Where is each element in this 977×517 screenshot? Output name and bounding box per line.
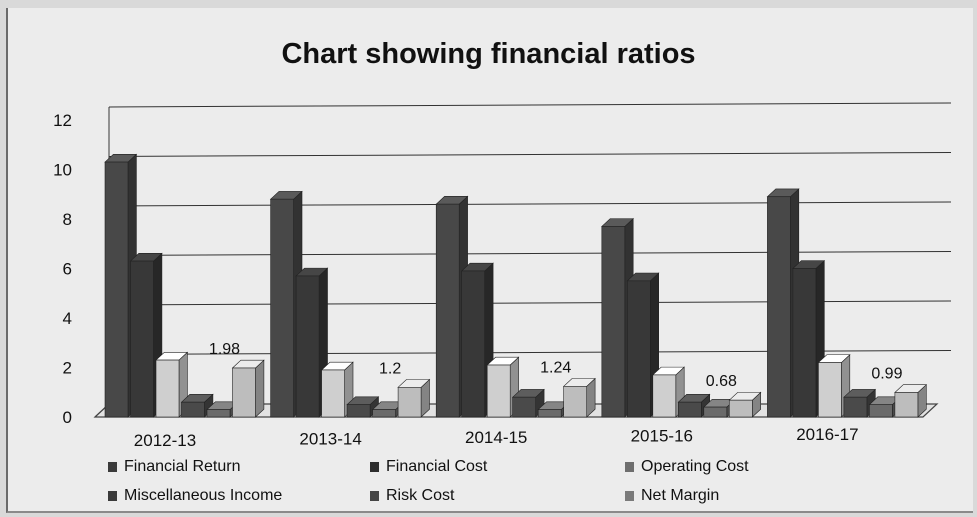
bar [703, 406, 728, 418]
bar [181, 401, 205, 418]
bar [461, 270, 486, 418]
bar [486, 364, 511, 418]
bar [894, 392, 919, 418]
legend-item: Miscellaneous Income [108, 487, 282, 505]
bar [652, 374, 677, 418]
bar [818, 362, 842, 418]
bar [435, 203, 460, 418]
bar [372, 409, 396, 418]
y-tick-label: 2 [63, 359, 72, 378]
legend-swatch [625, 462, 634, 472]
legend-swatch [108, 491, 117, 501]
legend-item: Operating Cost [625, 458, 749, 476]
bar [626, 280, 651, 418]
bar [537, 409, 562, 418]
legend-label: Financial Cost [386, 458, 488, 475]
bar [155, 359, 180, 418]
bar [270, 198, 294, 418]
data-label: 1.98 [209, 341, 240, 358]
bar [206, 409, 231, 418]
data-label: 1.2 [379, 360, 401, 377]
legend-item: Financial Cost [370, 458, 487, 476]
data-label: 1.24 [540, 359, 571, 376]
legend-label: Operating Cost [641, 458, 749, 475]
x-tick-label: 2013-14 [299, 430, 361, 449]
legend-swatch [370, 491, 379, 501]
data-label: 0.68 [706, 373, 737, 390]
legend-label: Financial Return [124, 458, 241, 475]
bar [792, 268, 817, 418]
gridline [108, 201, 952, 207]
legend-label: Net Margin [641, 487, 720, 504]
bar [321, 369, 345, 418]
legend-item: Financial Return [108, 458, 241, 476]
legend-swatch [625, 491, 634, 501]
chart-title: Chart showing financial ratios [281, 38, 696, 70]
legend-swatch [370, 462, 379, 472]
gridline [108, 152, 952, 157]
legend-label: Risk Cost [386, 487, 455, 504]
x-tick-label: 2016-17 [796, 425, 858, 444]
y-tick-label: 4 [63, 309, 72, 328]
bar [601, 226, 626, 418]
bar [512, 396, 537, 418]
legend-item: Risk Cost [370, 487, 454, 505]
data-label: 0.99 [871, 365, 902, 382]
bar [869, 404, 893, 418]
bar-side [255, 359, 265, 418]
y-tick-label: 6 [63, 260, 72, 279]
gridline [108, 300, 952, 306]
bar [346, 404, 371, 418]
legend-swatch [108, 462, 117, 472]
bar [728, 399, 753, 418]
bar [843, 396, 868, 418]
x-tick-label: 2015-16 [631, 427, 693, 446]
bar [295, 275, 320, 418]
bar [767, 196, 791, 418]
bar [677, 401, 702, 418]
bar [232, 367, 256, 418]
bar [397, 386, 422, 418]
legend-label: Miscellaneous Income [124, 487, 283, 504]
bar [130, 260, 154, 418]
y-tick-label: 8 [63, 210, 72, 229]
y-tick-label: 10 [53, 161, 72, 180]
x-tick-label: 2012-13 [134, 431, 196, 450]
bar [104, 161, 129, 418]
legend-item: Net Margin [625, 487, 719, 505]
gridline [108, 251, 952, 256]
gridline [108, 102, 952, 108]
bar [563, 386, 588, 418]
y-tick-label: 12 [53, 111, 72, 130]
x-tick-label: 2014-15 [465, 428, 527, 447]
y-tick-label: 0 [63, 408, 72, 427]
